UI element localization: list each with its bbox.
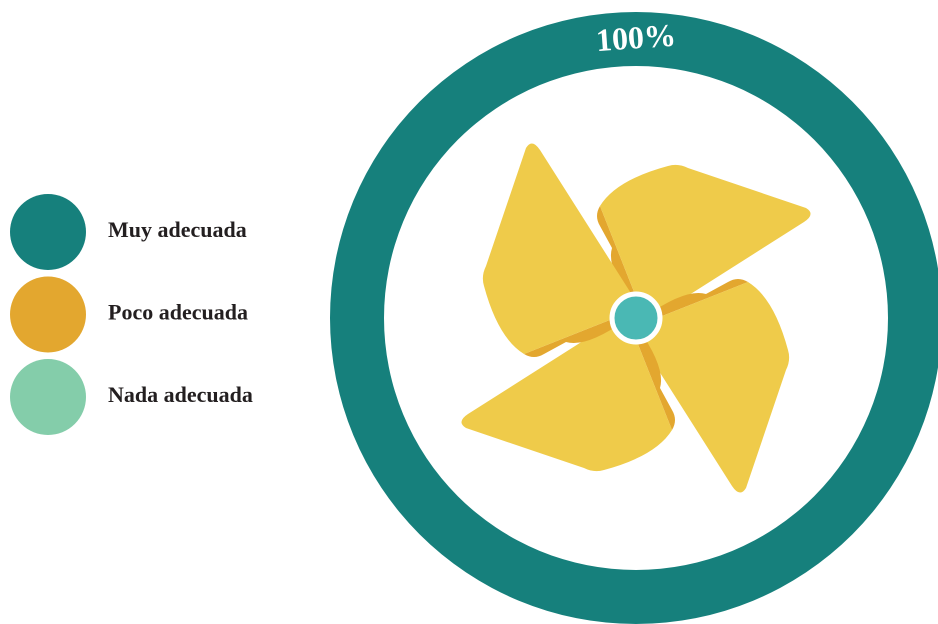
legend-swatch	[10, 359, 86, 435]
legend-label: Poco adecuada	[108, 300, 248, 325]
legend-swatch	[10, 276, 86, 353]
legend: Muy adecuada Poco adecuada Nada adecuada	[10, 194, 253, 435]
legend-swatch	[10, 194, 86, 270]
donut: 100%	[330, 12, 938, 624]
legend-label: Nada adecuada	[108, 382, 253, 407]
legend-label: Muy adecuada	[108, 217, 247, 242]
pinwheel	[461, 143, 811, 493]
value-label: 100%	[595, 17, 677, 58]
pinwheel-hub	[609, 291, 663, 345]
blade	[597, 164, 811, 316]
blade-outer	[600, 164, 811, 316]
blade-inner	[597, 206, 642, 312]
